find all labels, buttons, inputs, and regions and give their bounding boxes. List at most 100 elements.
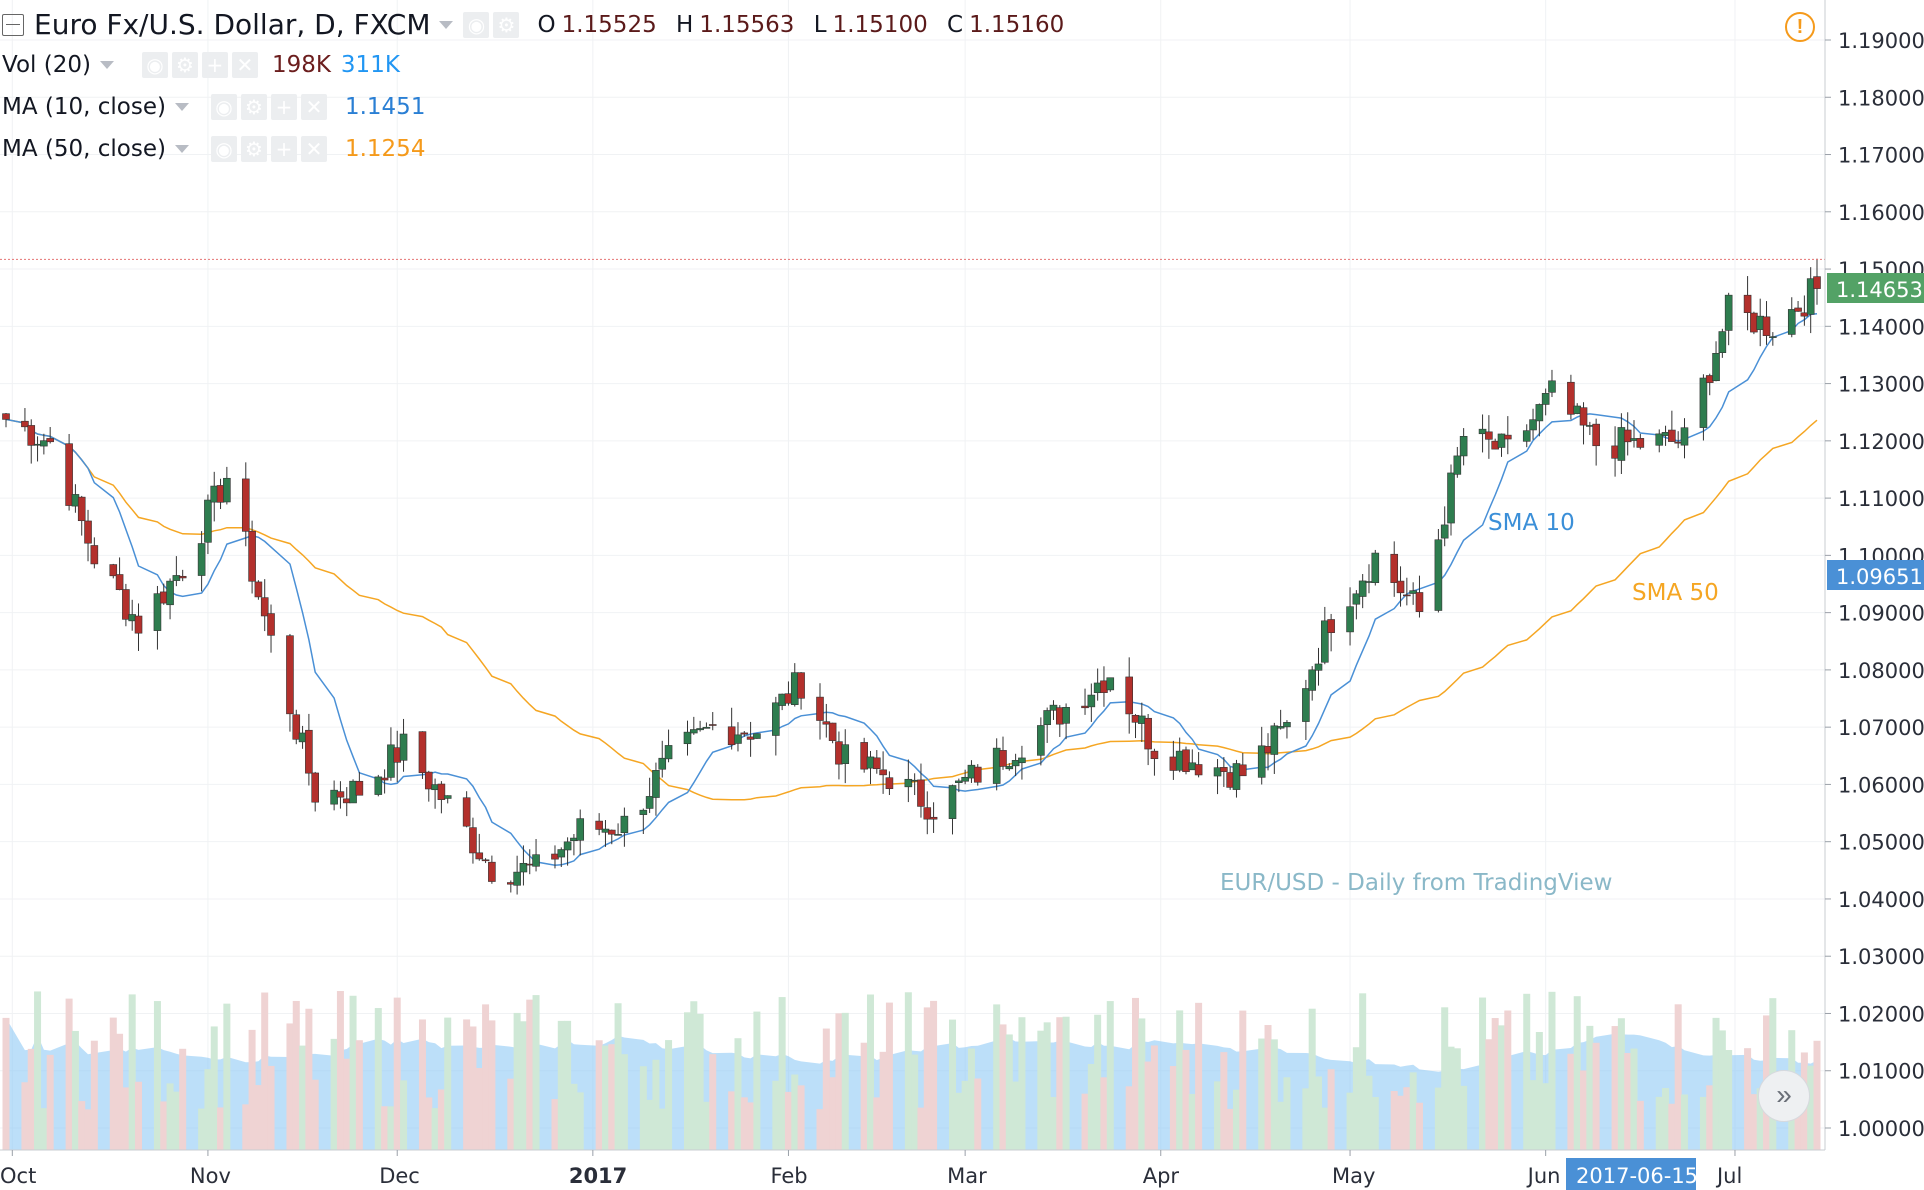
- candle: [967, 760, 976, 783]
- price-axis: 1.190001.180001.170001.160001.150001.140…: [1824, 0, 1924, 1150]
- volume-bar: [343, 1058, 351, 1150]
- chevron-down-icon[interactable]: [439, 20, 454, 29]
- volume-bar: [1409, 1072, 1417, 1150]
- candle: [336, 781, 345, 809]
- close-icon[interactable]: ✕: [300, 136, 327, 162]
- collapse-icon[interactable]: [2, 13, 24, 36]
- candle: [1705, 373, 1714, 396]
- candle-body: [1409, 590, 1417, 594]
- candle: [1232, 759, 1241, 798]
- volume-bar: [78, 1101, 86, 1150]
- volume-bar: [949, 1019, 957, 1150]
- candle: [1567, 374, 1575, 420]
- candle-body: [1018, 757, 1026, 764]
- candle: [2, 412, 10, 428]
- ma10-value: 1.1451: [344, 94, 426, 120]
- candle-body: [1081, 705, 1089, 709]
- volume-bar: [961, 1080, 969, 1150]
- close-icon[interactable]: ✕: [231, 52, 258, 78]
- volume-bar: [614, 1003, 622, 1150]
- candle-body: [475, 852, 484, 860]
- volume-bar: [576, 1092, 584, 1150]
- gear-icon[interactable]: ⚙: [493, 11, 520, 38]
- volume-bar: [1150, 1045, 1158, 1150]
- volume-bar: [46, 1054, 54, 1150]
- ma50-label[interactable]: MA (50, close): [2, 136, 166, 162]
- volume-bar: [305, 1008, 313, 1150]
- symbol-title[interactable]: Euro Fx/U.S. Dollar, D, FXCM: [34, 8, 431, 41]
- candle: [696, 720, 704, 732]
- ma10-label[interactable]: MA (10, close): [2, 94, 166, 120]
- candle: [418, 731, 427, 779]
- candle: [223, 466, 231, 505]
- eye-icon[interactable]: ◉: [463, 11, 490, 38]
- candle-body: [519, 862, 528, 873]
- gear-icon[interactable]: ⚙: [240, 136, 267, 162]
- candle-body: [2, 413, 10, 420]
- volume-bar: [1182, 1049, 1190, 1150]
- chevron-down-icon[interactable]: [174, 103, 189, 111]
- time-tick-label: Apr: [1143, 1164, 1180, 1188]
- candle-body: [525, 863, 534, 866]
- volume-bar: [254, 1085, 262, 1150]
- volume-bar: [135, 1081, 143, 1150]
- plus-icon[interactable]: +: [270, 94, 297, 120]
- candle-body: [1485, 431, 1493, 440]
- candle-body: [1668, 429, 1676, 442]
- candle-body: [1434, 539, 1443, 611]
- gear-icon[interactable]: ⚙: [171, 52, 198, 78]
- volume-bar: [425, 1097, 433, 1150]
- volume-bar: [1125, 1086, 1133, 1150]
- candle-body: [292, 714, 301, 740]
- candle-body: [1055, 707, 1064, 725]
- candle: [1371, 549, 1380, 586]
- candle: [645, 777, 654, 814]
- volume-bar: [1529, 1080, 1537, 1150]
- candle: [1257, 726, 1266, 785]
- price-tick-label: 1.01000: [1838, 1060, 1924, 1084]
- volume-bar: [1567, 1053, 1575, 1150]
- volume-bar: [374, 1008, 382, 1150]
- candle-body: [1440, 524, 1449, 539]
- candle-body: [1787, 309, 1796, 335]
- eye-icon[interactable]: ◉: [210, 136, 237, 162]
- eye-icon[interactable]: ◉: [141, 52, 168, 78]
- candle-body: [1529, 419, 1537, 431]
- candle-body: [734, 734, 742, 744]
- candle-body: [298, 732, 307, 743]
- candle-body: [197, 543, 206, 576]
- volume-bar: [1195, 1002, 1203, 1150]
- gear-icon[interactable]: ⚙: [240, 94, 267, 120]
- volume-bar: [400, 1080, 408, 1150]
- vol-label[interactable]: Vol (20): [2, 52, 91, 78]
- eye-icon[interactable]: ◉: [210, 94, 237, 120]
- candle: [948, 784, 957, 835]
- plus-icon[interactable]: +: [201, 52, 228, 78]
- candle-body: [563, 841, 572, 851]
- candle: [33, 436, 42, 462]
- volume-bar: [696, 1013, 704, 1150]
- volume-bar: [835, 1013, 843, 1150]
- ohlc-low: 1.15100: [832, 11, 928, 38]
- plus-icon[interactable]: +: [270, 136, 297, 162]
- candle: [992, 738, 1001, 791]
- warning-icon[interactable]: !: [1785, 12, 1815, 42]
- volume-bar: [1542, 1083, 1550, 1150]
- candle-body: [46, 438, 54, 443]
- candle-body: [1699, 377, 1708, 428]
- candle-body: [1144, 717, 1152, 750]
- candle-body: [822, 721, 831, 725]
- candle-body: [1011, 760, 1020, 767]
- candle-body: [664, 745, 673, 760]
- volume-bar: [923, 1007, 931, 1150]
- chevron-down-icon[interactable]: [99, 61, 114, 69]
- close-icon[interactable]: ✕: [300, 94, 327, 120]
- candle-body: [1371, 552, 1380, 584]
- candle: [128, 599, 137, 631]
- volume-bar: [564, 1020, 572, 1150]
- scroll-right-icon[interactable]: »: [1758, 1070, 1810, 1122]
- candle-body: [159, 591, 168, 604]
- chevron-down-icon[interactable]: [174, 145, 189, 153]
- volume-bar: [1491, 1018, 1499, 1150]
